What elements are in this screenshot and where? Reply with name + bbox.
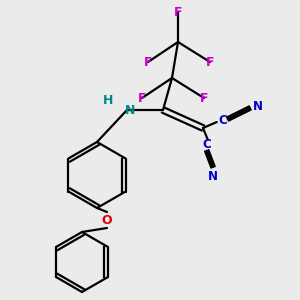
- Text: H: H: [103, 94, 113, 106]
- Text: N: N: [253, 100, 263, 113]
- Text: F: F: [206, 56, 214, 68]
- Text: N: N: [208, 170, 218, 184]
- Text: N: N: [125, 103, 135, 116]
- Text: O: O: [102, 214, 112, 226]
- Text: F: F: [174, 5, 182, 19]
- Text: F: F: [144, 56, 152, 68]
- Text: C: C: [202, 138, 211, 151]
- Text: F: F: [138, 92, 146, 104]
- Text: F: F: [200, 92, 208, 104]
- Text: C: C: [218, 113, 227, 127]
